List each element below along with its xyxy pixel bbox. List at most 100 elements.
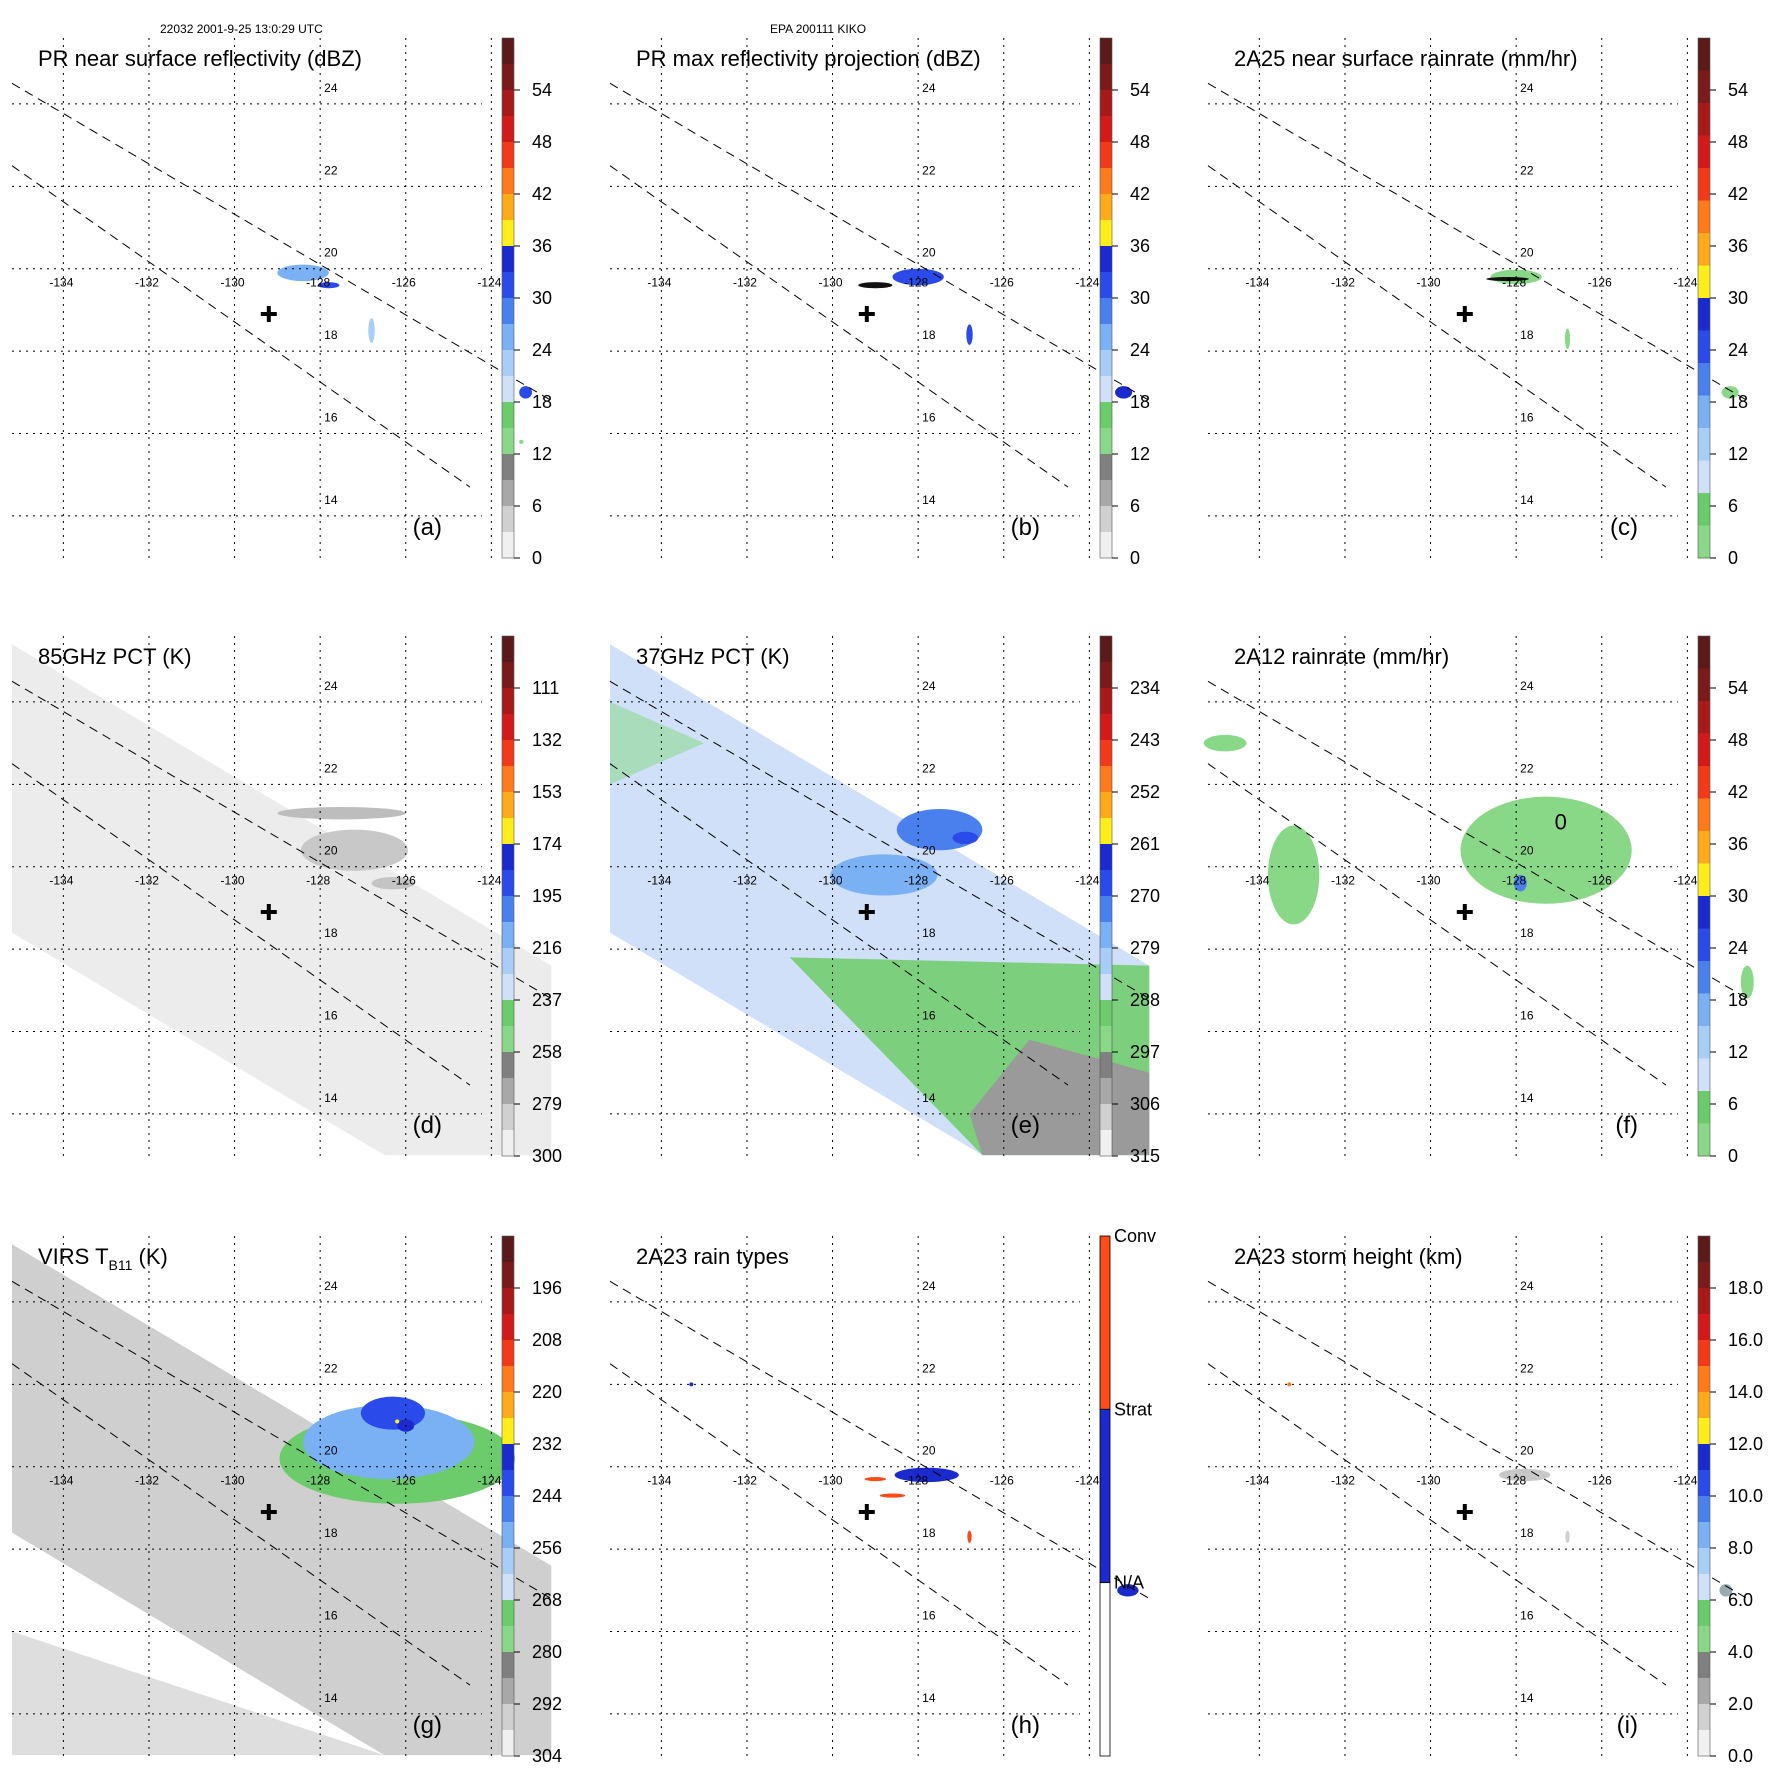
colorbar-swatch [502, 1052, 514, 1079]
colorbar-label: 12.0 [1728, 1434, 1763, 1454]
panel-label: (h) [1011, 1712, 1040, 1739]
lon-tick-label: -128 [1502, 874, 1526, 888]
lon-tick-label: -130 [221, 874, 245, 888]
data-patch [368, 318, 375, 343]
swath-edge-south [1207, 763, 1667, 1086]
colorbar-label: 261 [1130, 834, 1160, 854]
swath-edge-north [609, 1280, 1150, 1599]
colorbar-label: 256 [532, 1538, 562, 1558]
colorbar-label: 24 [1728, 340, 1748, 360]
colorbar-label: 297 [1130, 1042, 1160, 1062]
lat-tick-label: 22 [324, 1361, 338, 1375]
colorbar-label: 220 [532, 1382, 562, 1402]
colorbar-swatch [1100, 142, 1112, 169]
colorbar-label: 54 [1130, 80, 1150, 100]
colorbar-swatch [502, 688, 514, 715]
lon-tick-label: -132 [135, 874, 159, 888]
colorbar-swatch [1100, 506, 1112, 533]
lat-tick-label: 14 [922, 1091, 936, 1105]
colorbar-swatch [1100, 1078, 1112, 1105]
colorbar-swatch [1100, 1130, 1112, 1157]
lon-tick-label: -126 [1588, 874, 1612, 888]
colorbar-swatch [502, 272, 514, 299]
panel-title: PR near surface reflectivity (dBZ) [38, 46, 362, 71]
colorbar-swatch [502, 1288, 514, 1315]
lon-tick-label: -126 [990, 1474, 1014, 1488]
panel-a: -134 -132 -130 -128 -126 -124 24 22 20 18 16 14 PR n… [11, 37, 552, 568]
colorbar-swatch [1698, 993, 1710, 1027]
colorbar: 54 48 42 36 30 24 18 12 6 0 [1697, 635, 1748, 1166]
colorbar-label: 48 [1728, 730, 1748, 750]
colorbar-swatch [1698, 1626, 1710, 1653]
panels: -134 -132 -130 -128 -126 -124 24 22 20 18 16 14 PR n… [11, 37, 1763, 1766]
colorbar-swatch [1100, 324, 1112, 351]
colorbar-label: 304 [532, 1746, 562, 1766]
lon-tick-label: -132 [733, 276, 757, 290]
colorbar-label: 54 [1728, 80, 1748, 100]
data-patch [1267, 825, 1320, 925]
colorbar-swatch [1100, 948, 1112, 975]
colorbar-swatch [1100, 896, 1112, 923]
panel-label: (b) [1011, 514, 1040, 541]
colorbar-swatch [502, 1392, 514, 1419]
colorbar-label: 6 [532, 496, 542, 516]
colorbar-label: 12 [532, 444, 552, 464]
colorbar-label: 174 [532, 834, 562, 854]
colorbar-label: 0 [1728, 1146, 1738, 1166]
colorbar-label: 292 [532, 1694, 562, 1714]
lon-tick-label: -130 [819, 276, 843, 290]
colorbar-label: Strat [1114, 1399, 1152, 1419]
colorbar-swatch [1698, 1026, 1710, 1059]
colorbar-swatch [1100, 532, 1112, 559]
colorbar-swatch [502, 714, 514, 741]
lat-tick-label: 24 [1520, 1279, 1534, 1293]
colorbar-label: 252 [1130, 782, 1160, 802]
lon-tick-label: -126 [392, 874, 416, 888]
lon-tick-label: -124 [477, 1474, 501, 1488]
lat-tick-label: 22 [1520, 163, 1534, 177]
colorbar-label: 54 [1728, 678, 1748, 698]
colorbar-swatch [1100, 740, 1112, 767]
colorbar-swatch [502, 194, 514, 221]
lon-tick-label: -132 [1331, 1474, 1355, 1488]
colorbar-swatch [1698, 896, 1710, 929]
colorbar-label: 6 [1728, 1094, 1738, 1114]
data-patch [360, 1396, 426, 1430]
lon-tick-label: -134 [49, 874, 73, 888]
data-patch [318, 282, 340, 289]
colorbar-swatch [502, 480, 514, 507]
lon-tick-label: -130 [1417, 276, 1441, 290]
colorbar-swatch [1100, 818, 1112, 845]
colorbar-swatch [502, 506, 514, 533]
colorbar-swatch [1698, 38, 1710, 71]
colorbar-swatch [1100, 272, 1112, 299]
lat-tick-label: 24 [1520, 679, 1534, 693]
lat-tick-label: 18 [324, 328, 338, 342]
lon-tick-label: -128 [904, 1474, 928, 1488]
lon-tick-label: -126 [1588, 276, 1612, 290]
colorbar-swatch [1698, 1288, 1710, 1315]
panel-e: -134 -132 -130 -128 -126 -124 24 22 20 18 16 14 37GH… [609, 635, 1160, 1166]
colorbar-label: 6 [1130, 496, 1140, 516]
lon-tick-label: -134 [1245, 874, 1269, 888]
swath-edge-south [11, 763, 471, 1086]
lat-tick-label: 18 [1520, 1526, 1534, 1540]
data-patch [879, 1493, 906, 1498]
colorbar-swatch [1698, 265, 1710, 299]
panel-h: -134 -132 -130 -128 -126 -124 24 22 20 18 16 14 2A23… [609, 1226, 1156, 1757]
lat-tick-label: 14 [1520, 1091, 1534, 1105]
lat-tick-label: 18 [922, 1526, 936, 1540]
swath-background [12, 1244, 552, 1756]
colorbar-swatch [1698, 961, 1710, 994]
lon-tick-label: -132 [1331, 874, 1355, 888]
colorbar-label: 279 [1130, 938, 1160, 958]
colorbar-label: 132 [532, 730, 562, 750]
colorbar-label: 196 [532, 1278, 562, 1298]
orbit-time-header: 22032 2001-9-25 13:0:29 UTC [160, 22, 323, 36]
data-patch [858, 282, 893, 289]
lon-tick-label: -134 [1245, 276, 1269, 290]
panel-b: -134 -132 -130 -128 -126 -124 24 22 20 18 16 14 PR m… [609, 37, 1150, 568]
colorbar-swatch [502, 1340, 514, 1367]
swath-edge-south [11, 1363, 471, 1686]
